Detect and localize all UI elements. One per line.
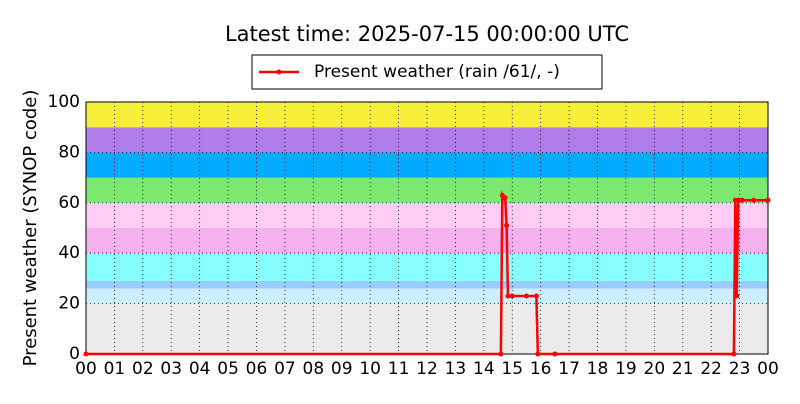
x-tick-label: 00: [757, 359, 779, 379]
point: [509, 293, 515, 299]
legend-label: Present weather (rain /61/, -): [314, 62, 560, 82]
legend-marker: [276, 69, 282, 75]
band: [86, 228, 768, 254]
band: [86, 253, 768, 281]
point: [498, 351, 504, 357]
y-tick-label: 20: [58, 294, 80, 314]
band: [86, 288, 768, 304]
legend: Present weather (rain /61/, -): [251, 54, 603, 90]
x-tick-label: 08: [303, 359, 325, 379]
point: [502, 195, 508, 201]
x-tick-label: 16: [530, 359, 552, 379]
x-tick-label: 15: [501, 359, 523, 379]
x-tick-label: 02: [132, 359, 154, 379]
point: [83, 351, 89, 357]
point: [739, 197, 745, 203]
band: [86, 280, 768, 289]
legend-box: [251, 54, 603, 90]
point: [535, 351, 541, 357]
point: [523, 293, 529, 299]
x-tick-label: 20: [644, 359, 666, 379]
x-tick-label: 21: [672, 359, 694, 379]
x-tick-label: 18: [587, 359, 609, 379]
y-axis-label: Present weather (SYNOP code): [20, 90, 41, 367]
x-tick-label: 00: [75, 359, 97, 379]
point: [552, 351, 558, 357]
x-tick-label: 06: [246, 359, 268, 379]
x-tick-label: 07: [274, 359, 296, 379]
y-tick-label: 0: [69, 344, 80, 364]
y-tick-label: 80: [58, 142, 80, 162]
point: [751, 197, 757, 203]
x-tick-label: 12: [416, 359, 438, 379]
x-tick-label: 11: [388, 359, 410, 379]
x-tick-label: 01: [104, 359, 126, 379]
y-tick-label: 40: [58, 243, 80, 263]
x-tick-label: 04: [189, 359, 211, 379]
x-tick-label: 03: [160, 359, 182, 379]
x-tick-label: 23: [729, 359, 751, 379]
y-tick-label: 60: [58, 193, 80, 213]
x-tick-label: 10: [359, 359, 381, 379]
y-tick-label: 100: [48, 92, 80, 112]
point: [734, 293, 740, 299]
x-tick-label: 14: [473, 359, 495, 379]
band: [86, 127, 768, 153]
x-tick-label: 22: [700, 359, 722, 379]
point: [504, 222, 510, 228]
x-tick-label: 13: [445, 359, 467, 379]
band: [86, 152, 768, 178]
band: [86, 303, 768, 354]
x-tick-label: 05: [217, 359, 239, 379]
point: [765, 197, 771, 203]
point: [533, 293, 539, 299]
chart-title: Latest time: 2025-07-15 00:00:00 UTC: [225, 22, 629, 46]
x-tick-label: 19: [615, 359, 637, 379]
point: [505, 293, 511, 299]
x-tick-label: 09: [331, 359, 353, 379]
x-tick-label: 17: [558, 359, 580, 379]
point: [731, 351, 737, 357]
